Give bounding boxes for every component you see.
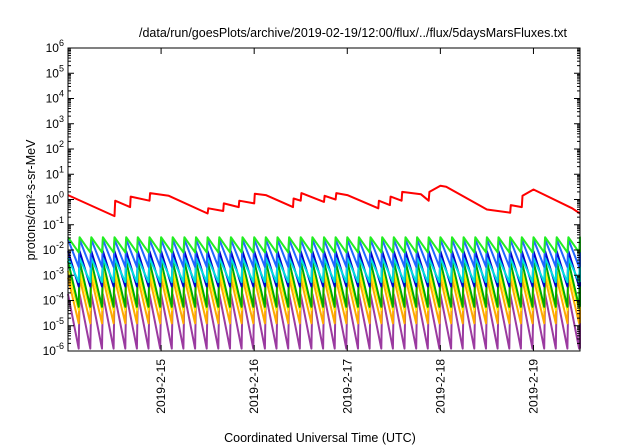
y-tick-exponent: 2 — [59, 139, 64, 149]
y-tick-exponent: 5 — [59, 63, 64, 73]
y-tick-label: 10-3 — [43, 265, 64, 282]
y-tick-label: 101 — [46, 164, 64, 181]
y-tick-mantissa: 10 — [43, 294, 57, 308]
y-axis-title: protons/cm²-s-sr-MeV — [24, 139, 38, 261]
y-tick-mantissa: 10 — [43, 268, 57, 282]
x-tick-label: 2019-2-17 — [340, 359, 354, 414]
x-tick-label: 2019-2-18 — [433, 359, 447, 414]
y-tick-exponent: -5 — [56, 316, 64, 326]
series-line — [67, 257, 581, 284]
series-line — [67, 276, 581, 325]
x-axis-title: Coordinated Universal Time (UTC) — [224, 431, 416, 445]
y-tick-mantissa: 10 — [46, 167, 60, 181]
y-tick-mantissa: 10 — [46, 41, 60, 55]
series-line — [67, 236, 581, 254]
y-tick-exponent: 3 — [59, 114, 64, 124]
y-tick-label: 10-2 — [43, 240, 64, 257]
series-line — [67, 293, 581, 350]
y-tick-mantissa: 10 — [43, 218, 57, 232]
series-layer — [67, 184, 581, 350]
y-tick-label: 102 — [46, 139, 64, 156]
y-tick-label: 10-1 — [43, 215, 64, 232]
y-tick-mantissa: 10 — [43, 243, 57, 257]
y-tick-mantissa: 10 — [46, 117, 60, 131]
y-tick-label: 10-5 — [43, 316, 64, 333]
y-tick-mantissa: 10 — [43, 344, 57, 358]
series-line — [67, 238, 581, 268]
chart-title: /data/run/goesPlots/archive/2019-02-19/1… — [139, 26, 568, 40]
y-tick-label: 10-6 — [43, 341, 64, 358]
y-tick-label: 103 — [46, 114, 64, 131]
y-tick-label: 106 — [46, 38, 64, 55]
y-tick-mantissa: 10 — [46, 92, 60, 106]
series-line — [67, 260, 581, 308]
y-tick-exponent: -2 — [56, 240, 64, 250]
series-line — [67, 184, 581, 218]
y-tick-exponent: 0 — [59, 190, 64, 200]
y-tick-label: 104 — [46, 89, 64, 106]
y-tick-exponent: 6 — [59, 38, 64, 48]
x-tick-label: 2019-2-15 — [154, 359, 168, 414]
y-tick-mantissa: 10 — [46, 66, 60, 80]
y-axis: 10-610-510-410-310-210-11001011021031041… — [43, 38, 580, 358]
y-tick-exponent: -6 — [56, 341, 64, 351]
x-tick-label: 2019-2-16 — [247, 359, 261, 414]
y-axis-title-text: protons/cm²-s-sr-MeV — [24, 139, 38, 261]
x-axis: 2019-2-15 2019-2-16 2019-2-17 2019-2-18 2019… — [154, 48, 540, 414]
y-tick-mantissa: 10 — [46, 142, 60, 156]
y-tick-mantissa: 10 — [43, 319, 57, 333]
y-tick-exponent: 4 — [59, 89, 64, 99]
y-tick-label: 105 — [46, 63, 64, 80]
y-tick-label: 100 — [46, 190, 64, 207]
y-tick-exponent: -1 — [56, 215, 64, 225]
y-tick-label: 10-4 — [43, 291, 64, 308]
y-tick-exponent: 1 — [59, 164, 64, 174]
y-tick-exponent: -4 — [56, 291, 64, 301]
x-tick-label: 2019-2-19 — [526, 359, 540, 414]
y-tick-mantissa: 10 — [46, 193, 60, 207]
y-tick-exponent: -3 — [56, 265, 64, 275]
